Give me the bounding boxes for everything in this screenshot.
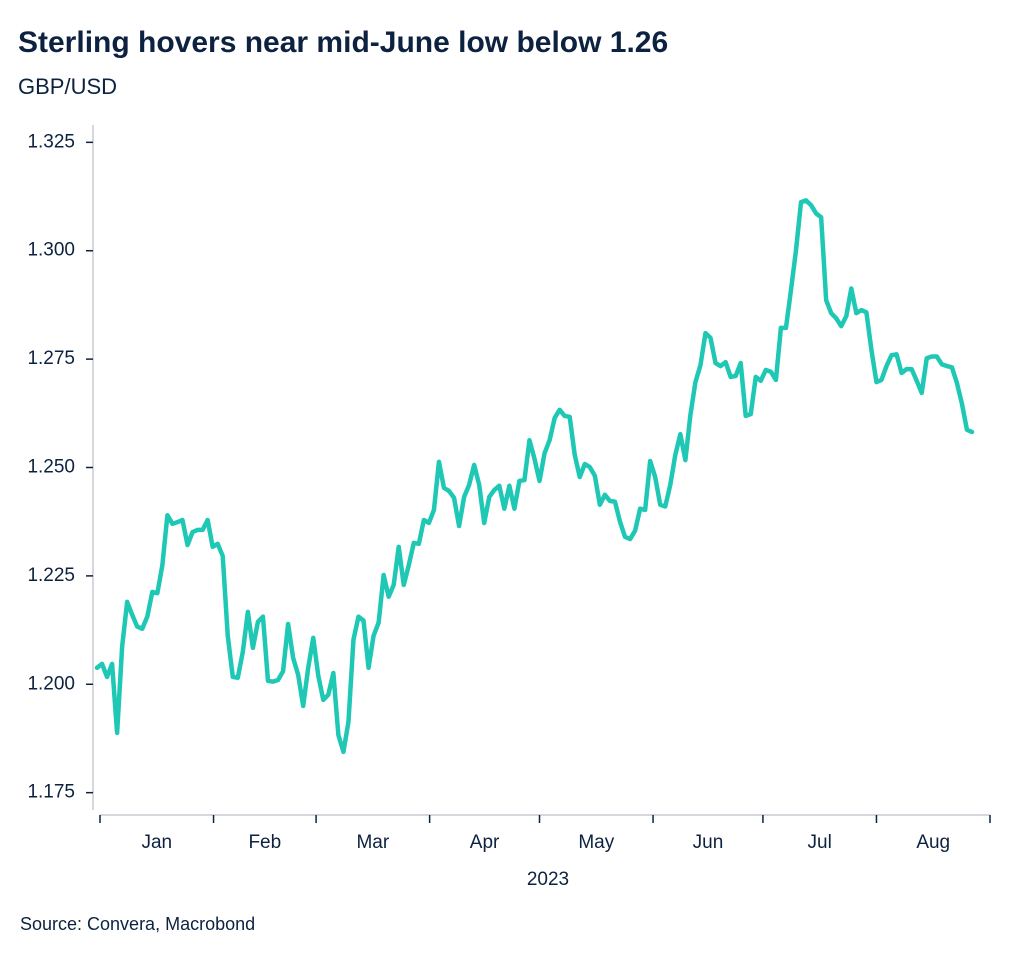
x-tick-label: Jul (808, 832, 832, 853)
x-tick-label: Jan (141, 832, 172, 853)
source-note: Source: Convera, Macrobond (20, 914, 255, 934)
chart-subtitle: GBP/USD (18, 74, 117, 99)
x-tick-label: May (578, 832, 614, 853)
y-tick-label: 1.200 (27, 673, 75, 694)
x-tick-label: Jun (693, 832, 724, 853)
x-tick-label: Mar (356, 832, 389, 853)
price-line (94, 198, 975, 755)
y-tick-label: 1.175 (27, 782, 75, 803)
y-tick-label: 1.300 (27, 240, 75, 261)
y-tick-label: 1.225 (27, 565, 75, 586)
x-tick-label: Feb (248, 832, 281, 853)
y-tick-label: 1.275 (27, 348, 75, 369)
chart-title: Sterling hovers near mid-June low below … (18, 26, 668, 59)
x-axis-label: 2023 (527, 869, 569, 890)
x-tick-label: Aug (916, 832, 950, 853)
x-tick-label: Apr (470, 832, 500, 853)
y-tick-label: 1.325 (27, 131, 75, 152)
y-tick-label: 1.250 (27, 457, 75, 478)
